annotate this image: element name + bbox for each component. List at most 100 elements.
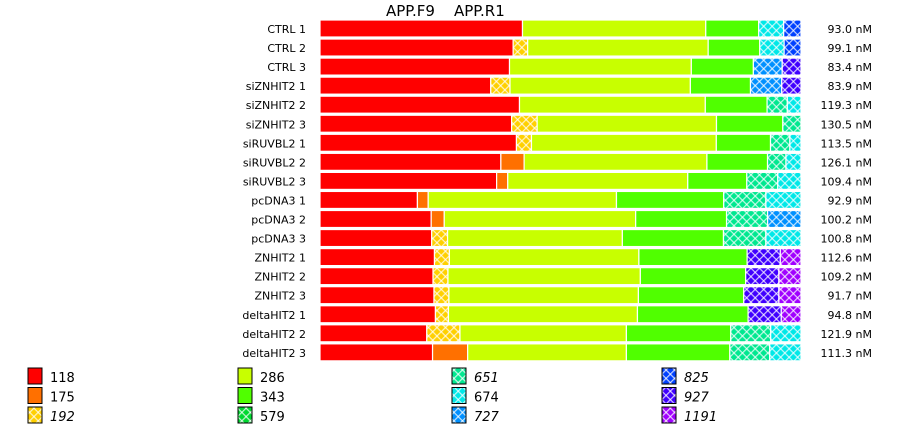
- legend-label-343: 343: [260, 391, 285, 406]
- bar-row-pcdna3-2: pcDNA3 2 100.2 nM: [251, 209, 872, 229]
- legend-item-343: 343: [237, 387, 285, 406]
- bar-segment-ctrl-2-674: [759, 38, 785, 57]
- legend-swatch-674: [451, 387, 467, 404]
- legend: 118 175 192 286 343 579 651 674 727 825 927 1191: [27, 367, 717, 425]
- bar-row-ctrl-3: CTRL 3 83.4 nM: [267, 57, 872, 76]
- bar-segment-deltahit2-1-192: [434, 305, 450, 324]
- bar-row-siruvbl2-1: siRUVBL2 1 113.5 nM: [243, 133, 872, 152]
- bar-segment-ctrl-3-927: [781, 57, 802, 76]
- legend-label-927: 927: [684, 391, 710, 406]
- bar-segment-deltahit2-3-674: [769, 343, 802, 362]
- bar-segment-siznhit2-1-118: [319, 76, 492, 95]
- legend-swatch-286: [237, 367, 253, 385]
- bar-segment-pcdna3-1-286: [427, 190, 618, 210]
- bar-segment-deltahit2-1-1191: [780, 305, 802, 324]
- bar-segment-siruvbl2-3-674: [777, 171, 802, 190]
- bar-row-znhit2-3: ZNHIT2 3 91.7 nM: [255, 286, 872, 305]
- total-label-pcdna3-1: 92.9 nM: [828, 194, 872, 207]
- bar-segment-deltahit2-1-343: [636, 305, 749, 324]
- bar-segment-znhit2-2-192: [432, 267, 449, 286]
- legend-item-651: 651: [451, 367, 499, 386]
- row-label-siznhit2-3: siZNHIT2 3: [246, 118, 306, 131]
- legend-swatch-343: [237, 387, 253, 404]
- bar-row-siruvbl2-3: siRUVBL2 3 109.4 nM: [243, 171, 872, 190]
- total-label-pcdna3-2: 100.2 nM: [821, 214, 872, 227]
- bar-segment-znhit2-2-927: [745, 267, 780, 286]
- legend-item-286: 286: [237, 367, 285, 386]
- bar-segment-ctrl-3-727: [752, 57, 783, 76]
- row-label-pcdna3-3: pcDNA3 3: [251, 233, 306, 246]
- total-label-deltahit2-2: 121.9 nM: [821, 328, 872, 341]
- legend-item-192: 192: [27, 406, 75, 425]
- bar-row-pcdna3-1: pcDNA3 1 92.9 nM: [251, 190, 872, 210]
- legend-item-727: 727: [451, 406, 500, 425]
- bar-segment-znhit2-1-192: [433, 248, 450, 267]
- legend-swatch-579: [237, 406, 253, 424]
- bar-segment-pcdna3-1-651: [723, 190, 767, 210]
- row-label-znhit2-3: ZNHIT2 3: [255, 290, 307, 303]
- bar-segment-deltahit2-2-651: [730, 324, 772, 343]
- bar-row-siznhit2-1: siZNHIT2 1 83.9 nM: [246, 76, 872, 95]
- bar-segment-siznhit2-1-286: [509, 76, 691, 95]
- bar-segment-deltahit2-2-286: [459, 324, 627, 343]
- bar-segment-siruvbl2-2-651: [766, 152, 787, 171]
- bar-segment-pcdna3-1-175: [416, 190, 429, 210]
- bar-row-znhit2-1: ZNHIT2 1 112.6 nM: [255, 248, 872, 267]
- bar-segment-siruvbl2-3-651: [746, 171, 779, 190]
- bar-segment-siznhit2-3-192: [511, 114, 538, 133]
- bar-segment-siznhit2-3-286: [536, 114, 718, 133]
- legend-label-651: 651: [474, 371, 499, 386]
- bar-segment-siznhit2-3-651: [782, 114, 802, 133]
- legend-label-579: 579: [260, 410, 285, 425]
- bar-segment-siruvbl2-2-118: [319, 152, 502, 171]
- bar-segment-ctrl-3-118: [319, 57, 511, 76]
- bar-segment-siznhit2-1-192: [490, 76, 511, 95]
- bar-segment-znhit2-1-927: [746, 248, 781, 267]
- bar-segment-siruvbl2-1-674: [789, 133, 802, 152]
- bar-segment-znhit2-2-343: [639, 267, 747, 286]
- bar-segment-pcdna3-2-118: [319, 209, 432, 229]
- bar-segment-pcdna3-1-118: [319, 190, 419, 210]
- legend-label-674: 674: [474, 391, 499, 406]
- bar-segment-siruvbl2-3-343: [687, 171, 748, 190]
- bar-rows: CTRL 1 93.0 nM CTRL 2 99.1 nM CTRL 3 83.4 nM s…: [242, 19, 872, 362]
- bar-segment-siruvbl2-1-651: [769, 133, 791, 152]
- bar-row-deltahit2-2: deltaHIT2 2 121.9 nM: [242, 324, 872, 343]
- bar-segment-pcdna3-3-674: [765, 228, 802, 248]
- bar-segment-znhit2-3-927: [743, 286, 780, 305]
- row-label-siruvbl2-1: siRUVBL2 1: [243, 137, 306, 150]
- bar-segment-ctrl-1-118: [319, 19, 524, 38]
- row-label-znhit2-1: ZNHIT2 1: [255, 252, 307, 265]
- bar-segment-siznhit2-3-118: [319, 114, 513, 133]
- bar-row-siznhit2-3: siZNHIT2 3 130.5 nM: [246, 114, 872, 133]
- legend-swatch-1191: [661, 406, 677, 424]
- total-label-siruvbl2-3: 109.4 nM: [821, 175, 872, 188]
- legend-item-175: 175: [27, 387, 75, 406]
- row-label-ctrl-3: CTRL 3: [267, 61, 306, 74]
- row-label-deltahit2-2: deltaHIT2 2: [242, 328, 306, 341]
- bar-segment-pcdna3-1-674: [765, 190, 802, 210]
- bar-segment-znhit2-1-343: [638, 248, 748, 267]
- bar-segment-ctrl-3-343: [690, 57, 754, 76]
- bar-segment-deltahit2-3-343: [625, 343, 731, 362]
- bar-row-ctrl-1: CTRL 1 93.0 nM: [267, 19, 872, 38]
- legend-item-579: 579: [237, 406, 285, 425]
- bar-row-siruvbl2-2: siRUVBL2 2 126.1 nM: [243, 152, 872, 171]
- bar-segment-znhit2-1-286: [448, 248, 640, 267]
- bar-segment-pcdna3-2-651: [725, 209, 769, 229]
- bar-segment-znhit2-3-286: [448, 286, 640, 305]
- bar-segment-deltahit2-2-674: [770, 324, 802, 343]
- row-label-pcdna3-2: pcDNA3 2: [251, 214, 306, 227]
- total-label-znhit2-1: 112.6 nM: [821, 252, 872, 265]
- row-label-siznhit2-1: siZNHIT2 1: [246, 80, 306, 93]
- bar-segment-siznhit2-2-118: [319, 95, 521, 114]
- bar-segment-ctrl-1-825: [783, 19, 802, 38]
- bar-segment-znhit2-3-343: [637, 286, 745, 305]
- bar-segment-deltahit2-2-192: [426, 324, 461, 343]
- bar-segment-znhit2-3-118: [319, 286, 435, 305]
- legend-item-825: 825: [661, 367, 709, 386]
- bar-segment-siruvbl2-2-286: [523, 152, 708, 171]
- bar-segment-znhit2-2-118: [319, 267, 434, 286]
- total-label-siruvbl2-2: 126.1 nM: [821, 156, 872, 169]
